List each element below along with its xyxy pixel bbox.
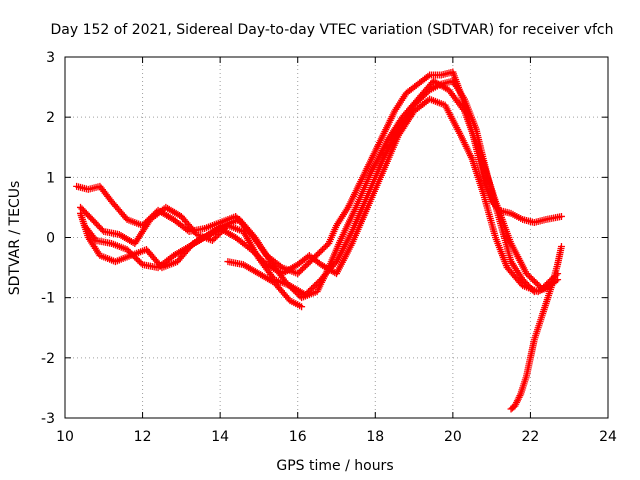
- data-point: [211, 234, 219, 241]
- data-point: [530, 277, 538, 285]
- data-point: [535, 282, 543, 290]
- data-point: [297, 267, 305, 275]
- plot-frame: [64, 56, 609, 419]
- data-point: [260, 258, 268, 266]
- data-point: [134, 256, 142, 264]
- data-point: [317, 247, 325, 255]
- data-point: [298, 303, 306, 311]
- data-point: [544, 279, 552, 287]
- y-tick-label: -2: [41, 351, 55, 367]
- x-tick-label: 14: [211, 429, 229, 445]
- data-point: [309, 283, 317, 291]
- data-point: [301, 262, 309, 270]
- data-point: [253, 252, 261, 260]
- data-point: [287, 283, 295, 291]
- data-point: [314, 250, 322, 258]
- data-point: [295, 268, 303, 276]
- data-point: [210, 235, 218, 243]
- series-track-4: [77, 77, 562, 302]
- data-point: [258, 256, 266, 264]
- data-point: [320, 244, 328, 252]
- y-tick-label: 3: [46, 50, 55, 66]
- data-point: [524, 271, 532, 279]
- data-point: [293, 289, 301, 297]
- data-point: [319, 246, 327, 254]
- data-point: [294, 270, 302, 278]
- data-point: [252, 250, 260, 258]
- data-point: [249, 247, 257, 255]
- data-point: [557, 212, 565, 220]
- data-point: [305, 259, 313, 267]
- data-point: [306, 286, 314, 294]
- data-points: [73, 68, 565, 413]
- x-tick-label: 16: [289, 429, 307, 445]
- data-point: [294, 291, 302, 299]
- data-point: [323, 241, 331, 249]
- data-point: [284, 280, 292, 288]
- data-point: [298, 265, 306, 273]
- x-tick-label: 20: [444, 429, 462, 445]
- data-point: [538, 285, 546, 293]
- data-point: [285, 282, 293, 290]
- series-track-5: [224, 258, 306, 311]
- data-point: [557, 243, 565, 251]
- data-point: [533, 280, 541, 288]
- x-axis-label: GPS time / hours: [276, 458, 393, 474]
- y-tick-label: 2: [46, 110, 55, 126]
- chart-title: Day 152 of 2021, Sidereal Day-to-day VTE…: [50, 22, 613, 38]
- data-point: [123, 246, 131, 254]
- y-tick-label: -1: [41, 291, 55, 307]
- x-tick-label: 10: [56, 429, 74, 445]
- data-point: [300, 264, 308, 272]
- data-point: [290, 286, 298, 294]
- data-point: [282, 279, 290, 287]
- y-tick-label: -3: [41, 411, 55, 427]
- data-point: [424, 72, 432, 80]
- data-point: [250, 249, 258, 257]
- data-point: [291, 288, 299, 296]
- data-point: [541, 282, 549, 290]
- data-point: [523, 270, 531, 278]
- data-point: [526, 273, 534, 281]
- data-point: [247, 246, 255, 254]
- data-point: [255, 253, 263, 261]
- data-point: [256, 255, 264, 263]
- data-point: [288, 285, 296, 293]
- data-point: [135, 258, 143, 266]
- y-tick-label: 1: [46, 170, 55, 186]
- data-point: [208, 237, 216, 245]
- x-tick-label: 18: [366, 429, 384, 445]
- grid-lines: [65, 57, 608, 418]
- data-point: [527, 274, 535, 282]
- x-tick-label: 24: [599, 429, 617, 445]
- data-point: [532, 279, 540, 287]
- y-tick-label: 0: [46, 231, 55, 247]
- data-point: [315, 249, 323, 257]
- series-track-1: [73, 68, 565, 278]
- data-point: [322, 243, 330, 251]
- series-track-6: [507, 243, 565, 413]
- x-tick-label: 22: [522, 429, 540, 445]
- data-point: [540, 283, 548, 291]
- data-point: [529, 276, 537, 284]
- data-point: [303, 261, 311, 269]
- x-tick-label: 12: [134, 429, 152, 445]
- y-axis-label: SDTVAR / TECUs: [7, 181, 23, 296]
- series-track-3: [80, 95, 558, 296]
